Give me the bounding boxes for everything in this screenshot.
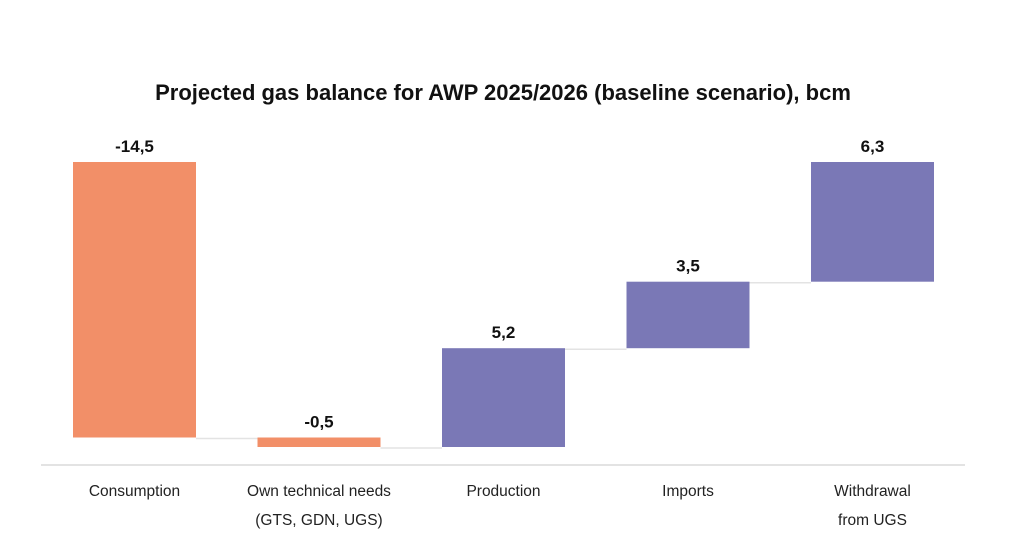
bar-own-technical-needs bbox=[257, 437, 381, 447]
category-label-own-technical-needs: Own technical needs (GTS, GDN, UGS) bbox=[247, 483, 391, 529]
data-label-imports: 3,5 bbox=[676, 257, 700, 276]
category-label-line: (GTS, GDN, UGS) bbox=[255, 512, 382, 529]
category-label-production: Production bbox=[466, 483, 540, 500]
category-labels: Consumption Own technical needs (GTS, GDN,… bbox=[89, 483, 911, 529]
bar-imports bbox=[626, 281, 750, 349]
category-label-consumption: Consumption bbox=[89, 483, 180, 500]
data-label-withdrawal: 6,3 bbox=[861, 137, 885, 156]
data-label-production: 5,2 bbox=[492, 323, 516, 342]
bar-withdrawal bbox=[811, 162, 934, 282]
category-label-line: Withdrawal bbox=[834, 483, 911, 500]
data-labels: -14,5 -0,5 5,2 3,5 6,3 bbox=[115, 137, 884, 432]
category-label-withdrawal: Withdrawal from UGS bbox=[834, 483, 911, 529]
chart-title: Projected gas balance for AWP 2025/2026 … bbox=[155, 80, 851, 105]
category-label-imports: Imports bbox=[662, 483, 714, 500]
connector-lines bbox=[196, 281, 811, 449]
bar-production bbox=[442, 348, 565, 447]
data-label-consumption: -14,5 bbox=[115, 137, 154, 156]
category-label-line: Own technical needs bbox=[247, 483, 391, 500]
data-label-own-technical-needs: -0,5 bbox=[304, 413, 333, 432]
category-label-line: from UGS bbox=[838, 512, 907, 529]
bars bbox=[73, 162, 934, 447]
category-label-line: Consumption bbox=[89, 483, 180, 500]
category-label-line: Imports bbox=[662, 483, 714, 500]
bar-consumption bbox=[73, 162, 196, 438]
category-label-line: Production bbox=[466, 483, 540, 500]
